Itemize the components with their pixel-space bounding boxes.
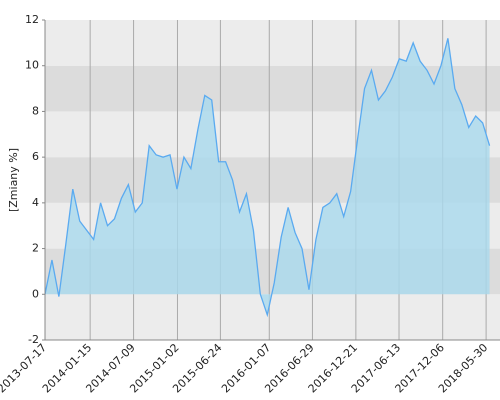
y-tick-label: 8 bbox=[32, 104, 39, 117]
band bbox=[45, 294, 500, 340]
area bbox=[45, 38, 490, 315]
y-tick-label: 4 bbox=[32, 196, 39, 209]
line bbox=[44, 38, 491, 318]
y-tick-label: 6 bbox=[32, 150, 39, 163]
y-axis-label: [Zmiany %] bbox=[7, 148, 20, 212]
y-tick-label: -2 bbox=[28, 333, 39, 346]
y-tick-label: 10 bbox=[25, 59, 39, 72]
y-tick-label: 12 bbox=[25, 13, 39, 26]
y-tick-label: 0 bbox=[32, 287, 39, 300]
y-tick-label: 2 bbox=[32, 242, 39, 255]
band bbox=[45, 20, 500, 66]
